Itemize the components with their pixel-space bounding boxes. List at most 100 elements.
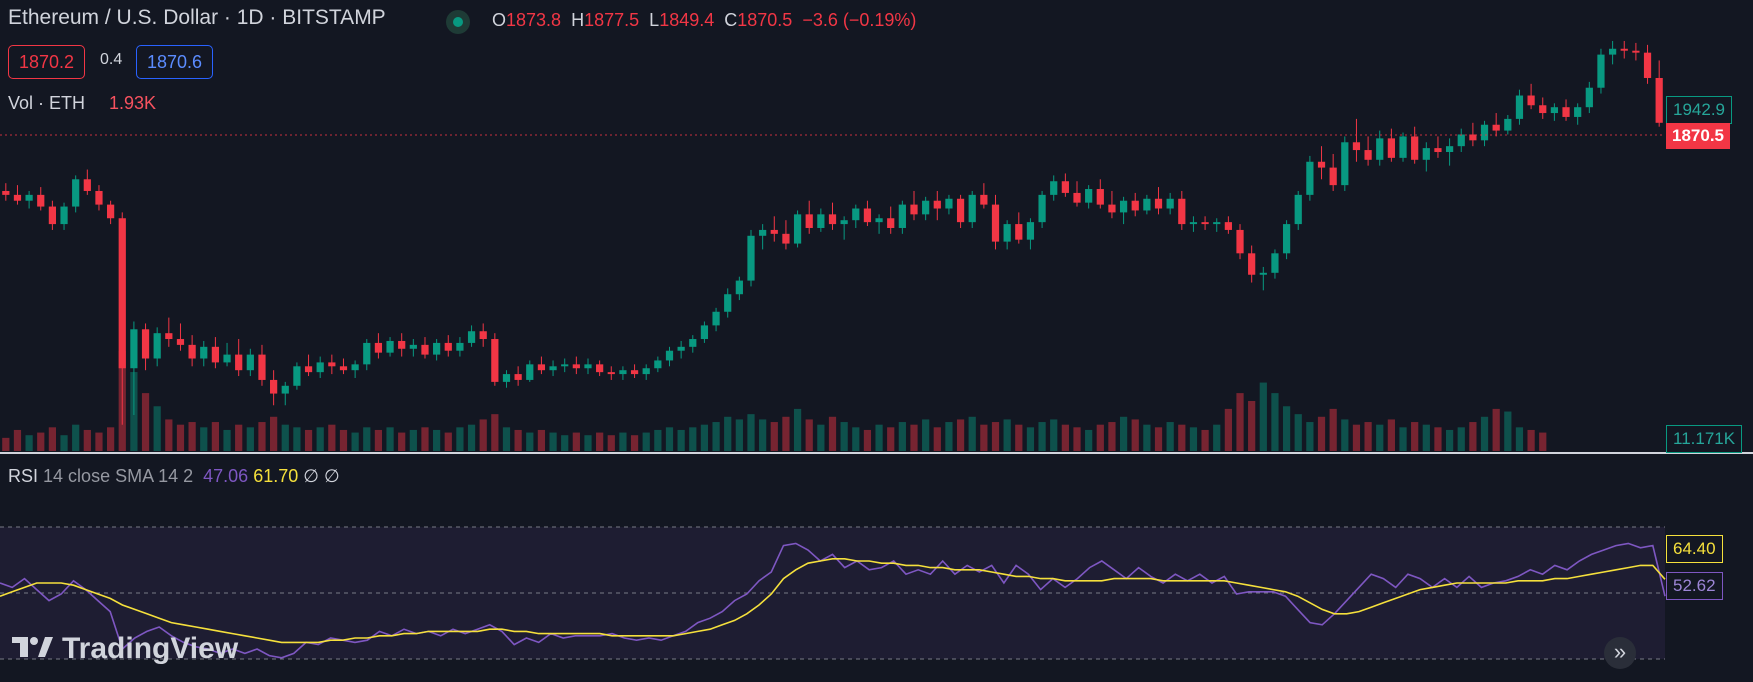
- volume-bar: [735, 419, 743, 451]
- candle-body: [491, 339, 499, 382]
- rsi-legend[interactable]: RSI 14 close SMA 14 2 47.06 61.70 ∅ ∅: [8, 466, 340, 487]
- volume-bar: [1282, 406, 1291, 451]
- volume-bar: [1131, 419, 1139, 451]
- candle-body: [1166, 198, 1174, 209]
- volume-bar: [654, 429, 662, 451]
- candle-body: [339, 366, 348, 371]
- volume-bar: [724, 416, 732, 451]
- candle-body: [584, 364, 592, 369]
- volume-bar: [1213, 424, 1221, 451]
- candle-body: [654, 360, 662, 369]
- candle-body: [83, 179, 91, 191]
- volume-bar: [1143, 424, 1151, 451]
- candle-body: [1515, 95, 1524, 119]
- volume-bar: [1050, 419, 1058, 451]
- tradingview-logo-icon: [12, 633, 54, 667]
- volume-bar: [700, 424, 709, 451]
- candle-body: [1154, 198, 1163, 209]
- volume-bar: [1376, 424, 1384, 451]
- candle-body: [1399, 136, 1407, 158]
- candle-body: [572, 364, 580, 369]
- candle-body: [770, 229, 778, 234]
- candle-body: [502, 374, 511, 382]
- candle-body: [642, 368, 650, 375]
- volume-bar: [444, 432, 452, 451]
- candle-body: [1527, 95, 1535, 106]
- volume-bar: [25, 435, 33, 451]
- open-label: O: [492, 10, 507, 30]
- volume-bar: [188, 422, 196, 451]
- volume-bar: [235, 424, 243, 451]
- volume-bar: [677, 429, 685, 451]
- candle-body: [1445, 146, 1454, 153]
- candle-body: [1387, 138, 1395, 158]
- volume-bar: [1457, 427, 1465, 451]
- volume-bar: [828, 416, 837, 451]
- volume-bar: [980, 424, 988, 451]
- sell-button[interactable]: 1870.2: [8, 45, 86, 79]
- rsi-extra-2: ∅: [323, 466, 340, 486]
- rsi-sma-tag: 64.40: [1666, 535, 1723, 563]
- candle-body: [1096, 189, 1104, 205]
- volume-bar: [689, 427, 697, 451]
- candle-body: [747, 235, 755, 281]
- candle-body: [1597, 54, 1605, 88]
- volume-bar: [37, 432, 45, 451]
- volume-legend-label[interactable]: Vol · ETH: [8, 93, 86, 113]
- candle-body: [677, 346, 685, 351]
- candle-body: [724, 294, 732, 312]
- rsi-extra-1: ∅: [303, 466, 319, 486]
- candle-body: [421, 344, 429, 355]
- candle-body: [1015, 224, 1023, 240]
- candle-body: [1189, 222, 1198, 225]
- rsi-line: [0, 542, 1666, 659]
- volume-bar: [526, 432, 534, 451]
- volume-bar: [1434, 427, 1442, 451]
- double-chevron-right-icon[interactable]: »: [1604, 637, 1636, 669]
- candle-body: [153, 333, 161, 359]
- volume-bar: [945, 422, 953, 451]
- candle-body: [444, 342, 452, 351]
- candle-body: [980, 194, 988, 205]
- volume-bar: [1073, 427, 1081, 451]
- rsi-name: RSI: [8, 466, 39, 486]
- volume-bar: [1399, 427, 1407, 451]
- candle-body: [1061, 181, 1069, 193]
- volume-bar: [747, 414, 755, 451]
- candle-body: [1469, 134, 1477, 141]
- volume-bar: [817, 424, 825, 451]
- buy-button[interactable]: 1870.6: [136, 45, 214, 79]
- volume-bar: [549, 432, 557, 451]
- volume-bar: [456, 427, 464, 451]
- rsi-sma-line: [0, 557, 1666, 644]
- candle-body: [130, 329, 138, 369]
- candle-body: [1562, 107, 1570, 117]
- candle-body: [1026, 222, 1035, 240]
- volume-bar: [793, 408, 802, 451]
- candle-body: [596, 364, 604, 373]
- volume-bar: [60, 435, 68, 451]
- volume-bars: [2, 351, 1547, 451]
- volume-bar: [328, 424, 336, 451]
- volume-bar: [770, 422, 778, 451]
- candle-body: [141, 329, 150, 359]
- volume-bar: [95, 432, 103, 451]
- candle-body: [1550, 107, 1558, 114]
- candle-body: [188, 344, 196, 359]
- rsi-params: 14 close SMA 14 2: [43, 466, 194, 486]
- volume-bar: [107, 427, 115, 451]
- candle-body: [665, 350, 674, 361]
- volume-bar: [1411, 422, 1419, 451]
- symbol-title[interactable]: Ethereum / U.S. Dollar · 1D · BITSTAMP: [8, 6, 386, 29]
- volume-bar: [910, 424, 918, 451]
- candle-body: [13, 194, 22, 201]
- candle-body: [1236, 229, 1244, 254]
- volume-bar: [223, 429, 231, 451]
- volume-bar: [1178, 424, 1186, 451]
- volume-bar: [1317, 416, 1326, 451]
- candle-body: [875, 218, 883, 223]
- candle-body: [1248, 253, 1256, 275]
- volume-bar: [467, 424, 476, 451]
- candle-body: [991, 204, 1000, 242]
